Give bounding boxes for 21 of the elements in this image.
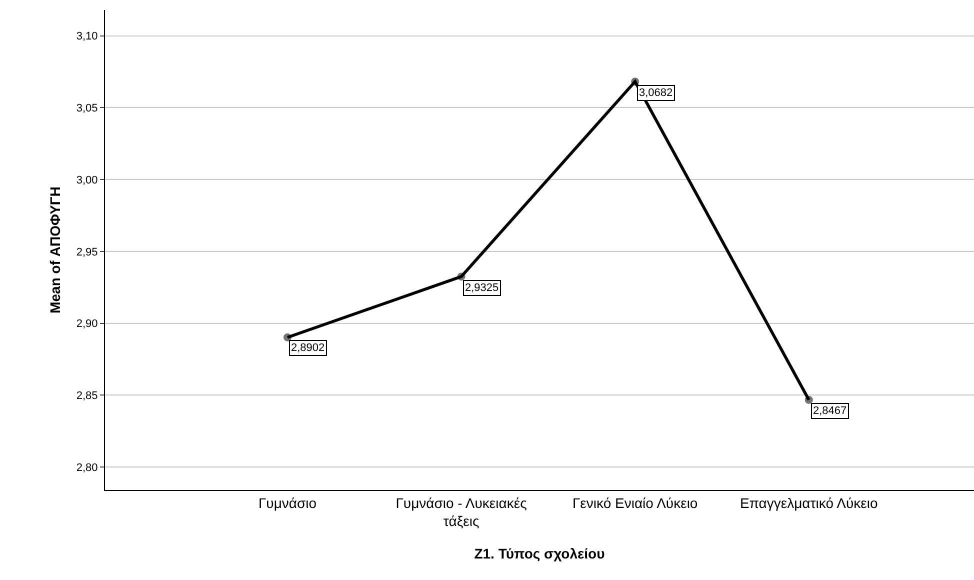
x-tick-label: Γενικό Ενιαίο Λύκειο [572, 494, 698, 511]
y-tick-label: 2,90 [76, 318, 98, 330]
point [804, 396, 813, 404]
y-tick-label: 2,80 [76, 462, 98, 474]
y-tick-label: 3,10 [76, 30, 98, 43]
point [457, 272, 466, 281]
y-tick-label: 2,85 [76, 390, 98, 402]
x-axis-title: Z1. Τύπος σχολείου [474, 545, 605, 562]
point [631, 78, 640, 86]
data-label: 2,8467 [813, 405, 847, 417]
x-tick-label: Επαγγελματικό Λύκειο [740, 494, 878, 511]
data-label: 2,8902 [291, 342, 325, 354]
data-label: 3,0682 [639, 87, 673, 99]
y-axis-title: Mean of ΑΠΟΦΥΓΗ [46, 186, 63, 314]
point [283, 333, 292, 342]
y-tick-label: 3,05 [76, 102, 98, 115]
y-tick-label: 3,00 [76, 174, 98, 186]
y-tick-label: 2,95 [76, 246, 98, 258]
x-tick-label: Γυμνάσιο - Λυκειακές τάξεις [396, 494, 528, 529]
x-tick-label: Γυμνάσιο [258, 494, 317, 511]
data-label: 2,9325 [465, 282, 499, 294]
